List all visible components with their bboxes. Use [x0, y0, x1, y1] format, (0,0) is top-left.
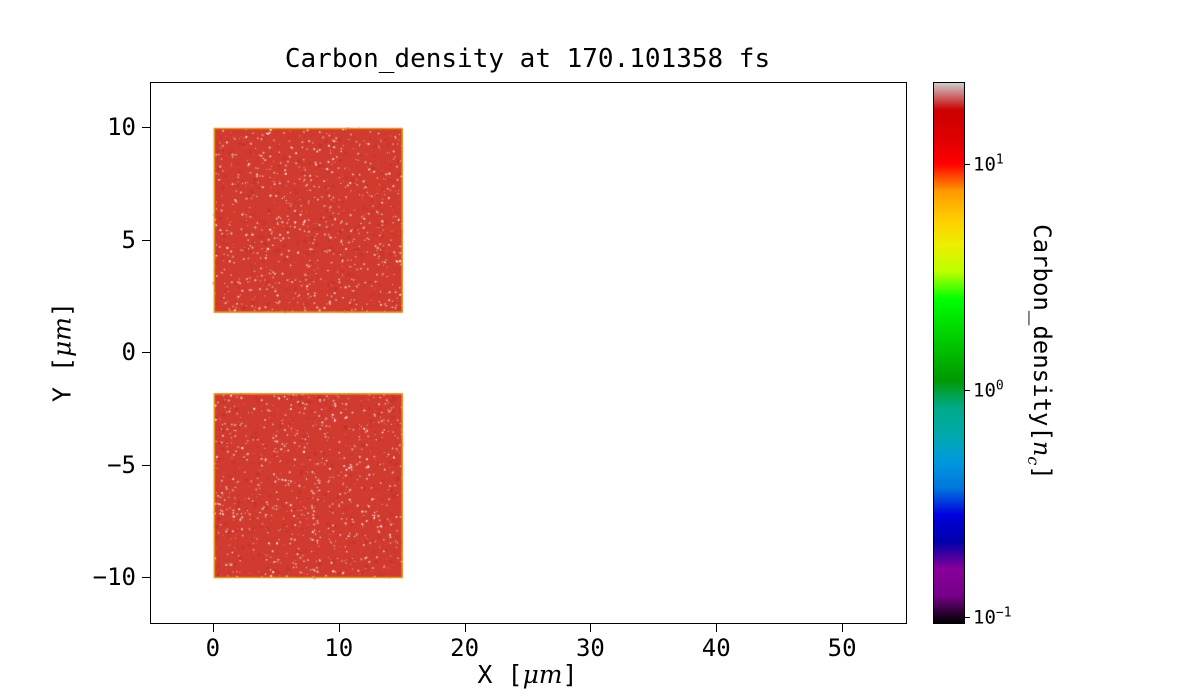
x-tick-label: 0 [205, 634, 221, 662]
y-tick-mark [142, 352, 150, 353]
x-axis-label: X [μm] [150, 660, 905, 689]
y-tick-label: 5 [121, 225, 136, 254]
x-tick-mark [464, 624, 466, 632]
colorbar-tick-exponent: 1 [995, 152, 1004, 168]
colorbar-tick-exponent: −1 [995, 605, 1012, 621]
colorbar-label-sub: c [1024, 456, 1044, 466]
y-tick-mark [142, 127, 150, 128]
colorbar-gradient [933, 82, 965, 624]
colorbar-tick-mark [965, 616, 970, 618]
x-tick-label: 50 [827, 634, 857, 662]
density-plot-canvas [151, 83, 906, 623]
x-tick-label: 40 [701, 634, 731, 662]
colorbar-tick-label: 10−1 [973, 605, 1012, 629]
x-tick-mark [842, 624, 844, 632]
x-axis-label-pre: X [ [477, 660, 523, 689]
x-tick-label: 10 [324, 634, 354, 662]
colorbar-label-post: ] [1027, 465, 1056, 480]
y-tick-label: 10 [107, 113, 136, 141]
y-tick-mark [142, 577, 150, 578]
y-tick-label: −5 [107, 450, 136, 479]
y-axis-label-post: ] [47, 301, 77, 317]
colorbar-tick-exponent: 0 [995, 378, 1004, 394]
colorbar-label-var: n [1027, 440, 1056, 457]
y-tick-mark [142, 239, 150, 241]
colorbar-label: Carbon_density[nc] [1024, 224, 1056, 480]
colorbar-tick-mark [965, 390, 970, 392]
x-tick-label: 30 [575, 634, 605, 662]
x-tick-mark [590, 624, 592, 632]
x-axis-label-post: ] [562, 660, 578, 689]
y-tick-mark [142, 464, 150, 466]
y-tick-label: −10 [92, 563, 136, 591]
x-tick-mark [716, 624, 718, 632]
colorbar-label-pre: Carbon_density[ [1027, 224, 1056, 441]
colorbar-tick-label: 100 [973, 378, 1004, 403]
x-axis-label-unit: μm [522, 660, 563, 689]
colorbar-tick-label: 101 [973, 152, 1004, 176]
chart-title: Carbon_density at 170.101358 fs [284, 44, 771, 74]
x-tick-label: 20 [450, 634, 480, 662]
colorbar-tick-mark [965, 163, 970, 165]
plot-area [150, 82, 907, 624]
x-tick-mark [212, 624, 214, 632]
x-tick-mark [338, 624, 340, 632]
y-tick-label: 0 [121, 338, 136, 366]
